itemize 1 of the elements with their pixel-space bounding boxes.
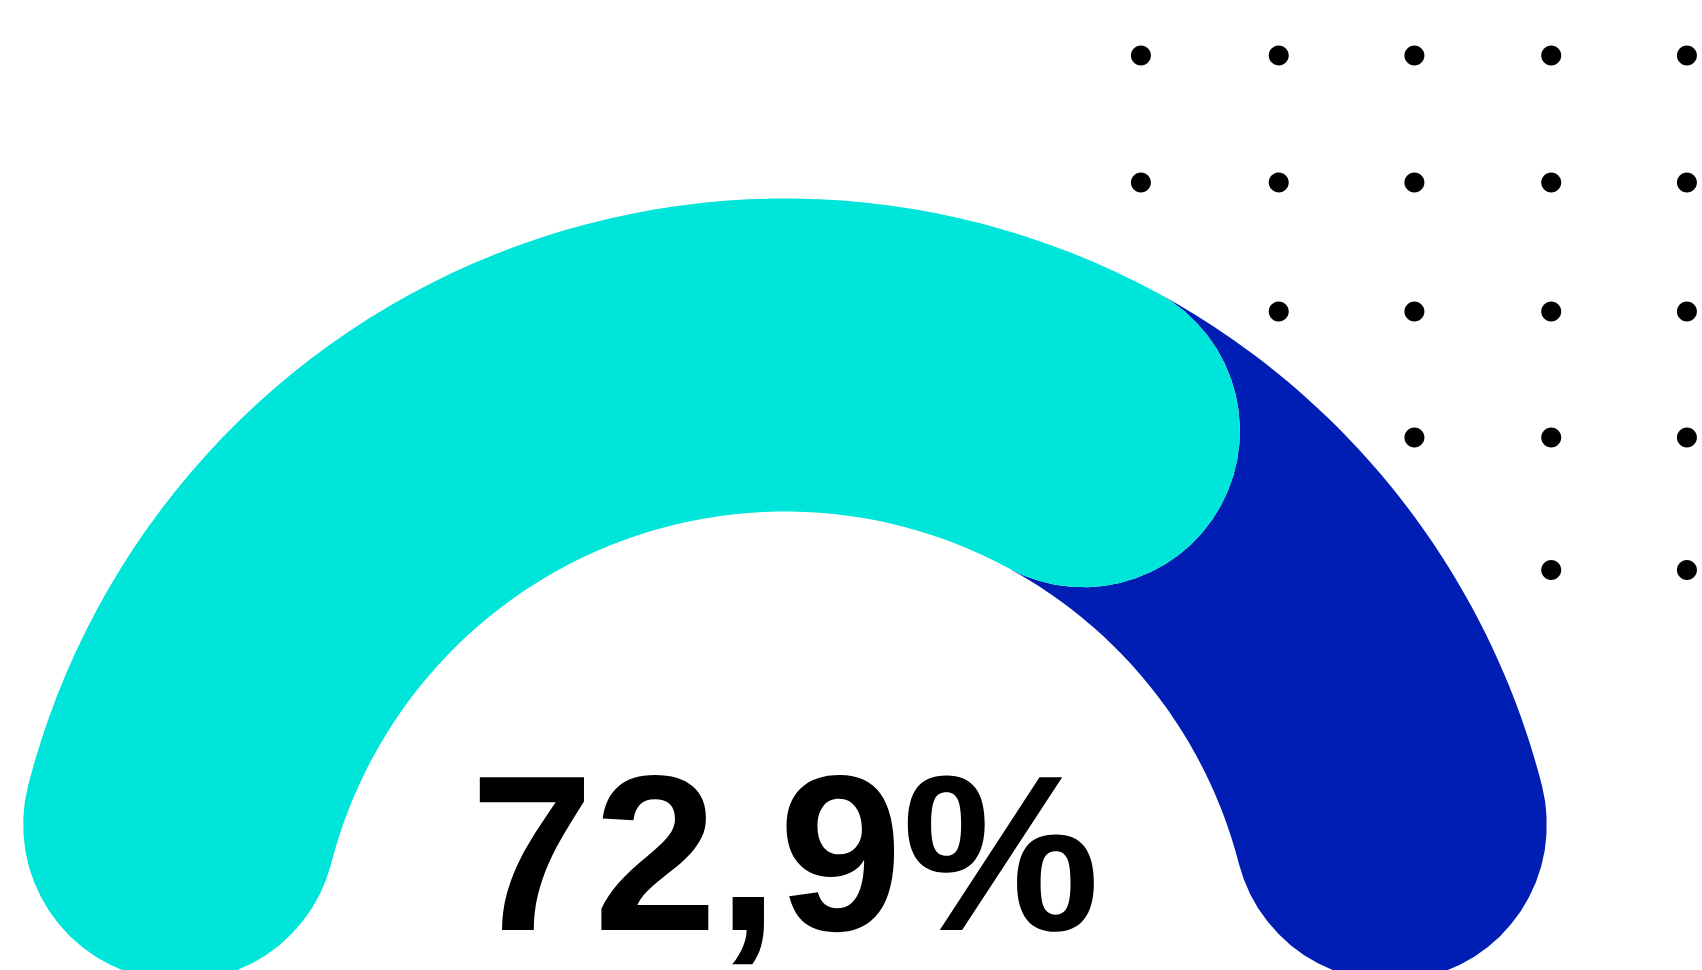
data-label: 72,9% <box>479 774 1094 965</box>
